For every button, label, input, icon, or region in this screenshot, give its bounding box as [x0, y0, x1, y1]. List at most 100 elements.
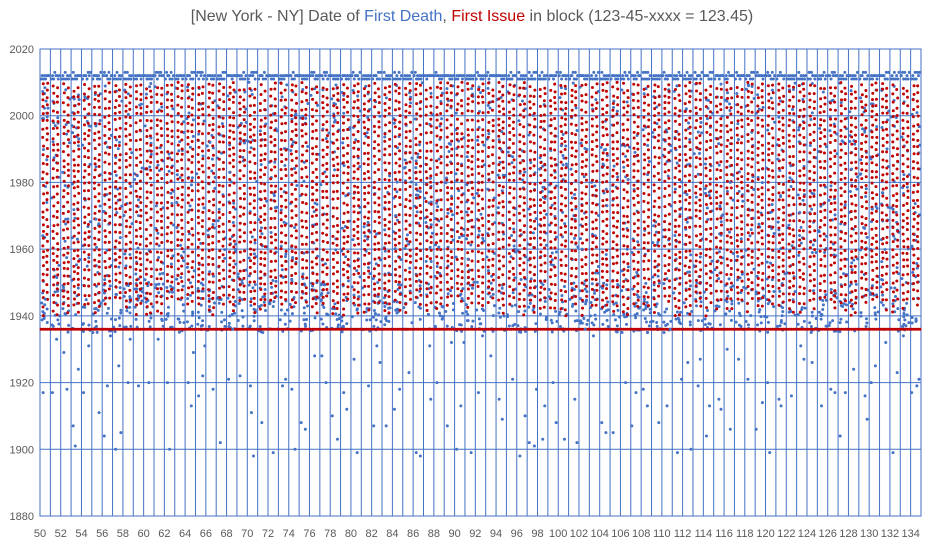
first-issue-point: [55, 254, 59, 258]
first-issue-point: [156, 193, 160, 197]
first-death-point: [264, 77, 268, 81]
first-death-point: [540, 70, 544, 74]
first-issue-point: [242, 149, 246, 153]
first-issue-point: [128, 288, 132, 292]
first-issue-point: [352, 204, 356, 208]
first-issue-point: [165, 289, 169, 293]
first-issue-point: [439, 161, 443, 165]
first-death-point: [263, 309, 267, 313]
first-issue-point: [419, 132, 423, 136]
first-issue-point: [418, 123, 422, 127]
first-death-point: [199, 74, 203, 78]
first-death-point: [335, 317, 339, 321]
first-issue-point: [460, 262, 464, 266]
first-death-point: [480, 74, 484, 78]
first-issue-point: [336, 223, 340, 227]
first-issue-point: [480, 165, 484, 169]
first-issue-point: [118, 223, 122, 227]
first-issue-point: [429, 266, 433, 270]
first-death-point: [507, 74, 511, 78]
first-issue-point: [528, 166, 532, 170]
first-issue-point: [82, 92, 86, 96]
first-death-point: [333, 168, 337, 172]
first-issue-point: [249, 259, 253, 263]
first-death-point: [346, 279, 350, 283]
first-issue-point: [97, 265, 101, 269]
first-issue-point: [512, 196, 516, 200]
first-issue-point: [41, 279, 45, 283]
first-issue-point: [418, 224, 422, 228]
first-issue-point: [466, 181, 470, 185]
first-issue-point: [353, 84, 357, 88]
first-issue-point: [511, 141, 515, 145]
first-issue-point: [512, 187, 516, 191]
first-issue-point: [147, 327, 151, 331]
first-issue-point: [263, 303, 267, 307]
first-issue-point: [314, 289, 318, 293]
first-issue-point: [66, 129, 70, 133]
first-death-point: [187, 111, 191, 115]
first-issue-point: [209, 327, 213, 331]
first-issue-point: [124, 115, 128, 119]
first-issue-point: [362, 114, 366, 118]
first-issue-point: [118, 126, 122, 130]
first-issue-point: [61, 150, 65, 154]
first-issue-point: [357, 198, 361, 202]
first-issue-point: [211, 123, 215, 127]
first-issue-point: [538, 256, 542, 260]
first-issue-point: [129, 191, 133, 195]
first-issue-point: [178, 327, 182, 331]
first-issue-point: [362, 171, 366, 175]
first-issue-point: [429, 291, 433, 295]
first-death-point: [436, 74, 440, 78]
first-issue-point: [356, 177, 360, 181]
first-issue-point: [315, 247, 319, 251]
first-death-point: [302, 179, 306, 183]
first-issue-point: [491, 180, 495, 184]
first-issue-point: [62, 118, 66, 122]
first-issue-point: [197, 129, 201, 133]
first-issue-point: [414, 143, 418, 147]
first-issue-point: [56, 327, 60, 331]
first-death-point: [61, 307, 65, 311]
first-issue-point: [394, 243, 398, 247]
first-issue-point: [41, 244, 45, 248]
first-issue-point: [188, 327, 192, 331]
first-issue-point: [491, 278, 495, 282]
first-issue-point: [72, 89, 76, 93]
first-issue-point: [549, 131, 553, 135]
first-issue-point: [460, 270, 464, 274]
first-issue-point: [139, 301, 143, 305]
first-issue-point: [508, 327, 512, 331]
first-issue-point: [301, 116, 305, 120]
first-issue-point: [51, 309, 55, 313]
first-death-point: [154, 70, 158, 74]
first-death-point: [124, 325, 128, 329]
first-issue-point: [512, 278, 516, 282]
first-issue-point: [103, 251, 107, 255]
first-issue-point: [176, 274, 180, 278]
first-issue-point: [165, 272, 169, 276]
first-death-point: [249, 74, 253, 78]
first-issue-point: [388, 153, 392, 157]
first-death-point: [502, 314, 506, 318]
first-issue-point: [124, 249, 128, 253]
first-issue-point: [310, 161, 314, 165]
first-issue-point: [377, 196, 381, 200]
first-issue-point: [284, 249, 288, 253]
first-issue-point: [170, 327, 174, 331]
first-issue-point: [224, 327, 228, 331]
first-issue-point: [170, 204, 174, 208]
first-issue-point: [439, 171, 443, 175]
first-issue-point: [135, 303, 139, 307]
first-issue-point: [377, 177, 381, 181]
first-issue-point: [253, 213, 257, 217]
first-issue-point: [501, 245, 505, 249]
first-death-point: [45, 158, 49, 162]
first-issue-point: [294, 204, 298, 208]
first-issue-point: [128, 156, 132, 160]
first-issue-point: [325, 226, 329, 230]
first-death-point: [70, 182, 74, 186]
first-issue-point: [388, 171, 392, 175]
first-issue-point: [190, 179, 194, 183]
